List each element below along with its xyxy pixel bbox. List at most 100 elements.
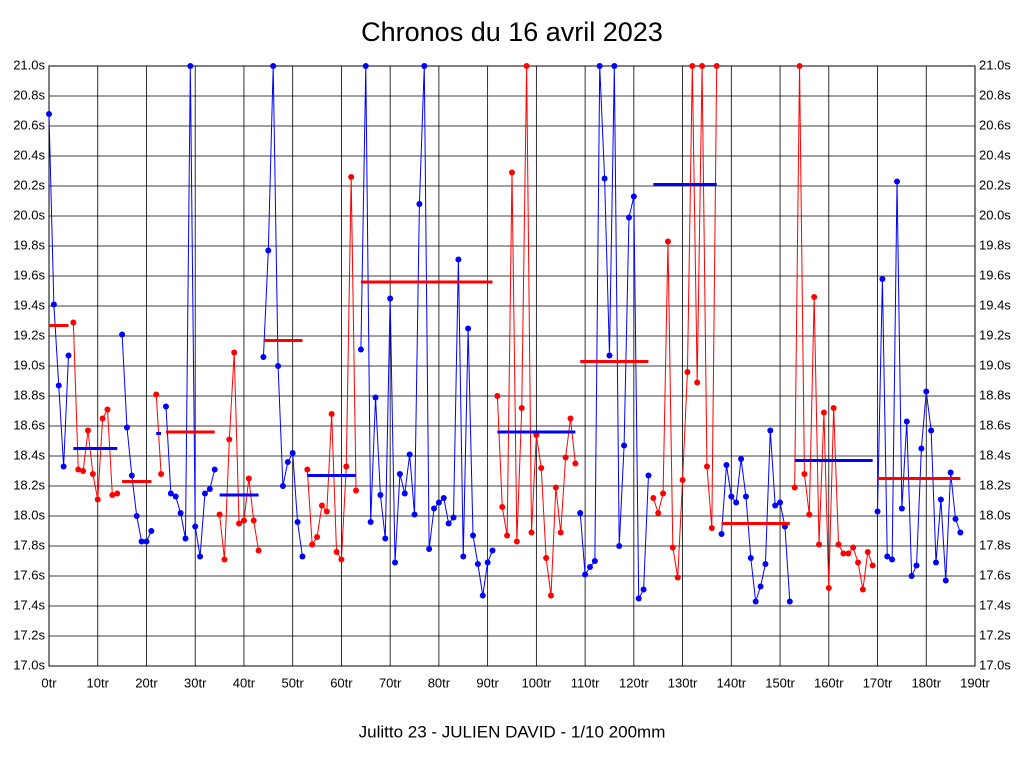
x-tick-label: 20tr <box>135 675 158 690</box>
data-point <box>816 541 823 548</box>
data-point <box>518 405 525 411</box>
data-point <box>396 471 403 477</box>
data-point <box>952 516 959 522</box>
data-point <box>143 538 150 545</box>
data-point <box>655 510 662 516</box>
series-line <box>360 65 493 596</box>
data-point <box>772 502 779 509</box>
data-point <box>416 201 423 207</box>
data-point <box>850 544 857 551</box>
data-point <box>786 598 793 605</box>
data-point <box>660 490 667 497</box>
data-point <box>855 559 862 566</box>
data-point <box>197 553 204 560</box>
y-tick-label: 20.6s <box>13 117 45 132</box>
y2-tick-label: 17.0s <box>979 657 1011 672</box>
data-point <box>738 456 745 462</box>
y-tick-label: 18.8s <box>13 387 45 402</box>
data-point <box>279 483 286 489</box>
y-tick-label: 18.2s <box>13 477 45 492</box>
y2-tick-label: 20.6s <box>979 117 1011 132</box>
data-point <box>206 486 213 492</box>
y-tick-label: 20.0s <box>13 207 45 222</box>
data-point <box>153 391 160 398</box>
data-point <box>479 592 486 599</box>
data-point <box>845 550 852 557</box>
y2-tick-label: 18.2s <box>979 477 1011 492</box>
data-point <box>240 517 247 524</box>
series-line <box>121 334 152 542</box>
data-point <box>577 510 584 516</box>
data-point <box>255 547 262 554</box>
data-point <box>543 555 550 561</box>
y-tick-label: 18.4s <box>13 447 45 462</box>
x-tick-label: 170tr <box>863 675 893 690</box>
y2-tick-label: 19.2s <box>979 327 1011 342</box>
data-point <box>348 174 355 180</box>
data-point <box>562 454 569 461</box>
data-point <box>601 175 608 182</box>
data-point <box>699 63 706 69</box>
data-point <box>333 549 340 555</box>
data-point <box>894 178 901 185</box>
data-point <box>245 475 252 482</box>
data-point <box>343 463 350 470</box>
chart-title: Chronos du 16 avril 2023 <box>361 17 663 47</box>
data-point <box>294 519 301 525</box>
data-point <box>820 409 827 416</box>
y2-tick-label: 20.0s <box>979 207 1011 222</box>
y2-tick-label: 17.2s <box>979 627 1011 642</box>
data-point <box>201 490 208 497</box>
data-point <box>767 427 774 434</box>
data-point <box>718 531 725 537</box>
y-tick-label: 20.8s <box>13 87 45 102</box>
data-point <box>869 562 876 569</box>
data-point <box>80 468 87 474</box>
data-point <box>752 598 759 605</box>
data-point <box>372 394 379 401</box>
data-point <box>65 352 72 359</box>
data-point <box>50 301 57 308</box>
data-point <box>640 586 647 593</box>
data-point <box>728 493 735 500</box>
data-point <box>528 529 535 536</box>
series-line <box>794 65 874 590</box>
data-point <box>133 513 140 519</box>
data-point <box>177 510 184 516</box>
data-point <box>158 471 165 477</box>
y-tick-label: 17.4s <box>13 597 45 612</box>
data-point <box>172 493 179 500</box>
data-point <box>884 553 891 560</box>
data-point <box>557 529 564 536</box>
data-point <box>913 562 920 569</box>
data-point <box>777 499 784 506</box>
data-point <box>187 63 194 69</box>
data-point <box>284 459 291 465</box>
data-point <box>104 406 111 413</box>
x-tick-label: 0tr <box>41 675 57 690</box>
data-point <box>75 466 82 473</box>
y-tick-label: 19.6s <box>13 267 45 282</box>
data-point <box>679 477 686 483</box>
data-point <box>825 585 832 591</box>
y2-tick-label: 17.4s <box>979 597 1011 612</box>
x-tick-label: 90tr <box>476 675 499 690</box>
data-point <box>586 564 593 570</box>
data-point <box>323 508 330 515</box>
data-point <box>426 546 433 552</box>
data-point <box>523 63 530 69</box>
data-point <box>470 532 477 539</box>
y-tick-label: 18.6s <box>13 417 45 432</box>
data-point <box>494 393 501 399</box>
data-point <box>635 595 642 602</box>
data-point <box>353 487 360 494</box>
data-point <box>499 504 506 510</box>
data-point <box>630 193 637 200</box>
data-point <box>582 571 589 578</box>
data-point <box>801 471 808 477</box>
data-point <box>411 511 418 518</box>
data-point <box>382 535 389 542</box>
x-tick-label: 70tr <box>379 675 402 690</box>
x-tick-label: 80tr <box>428 675 451 690</box>
